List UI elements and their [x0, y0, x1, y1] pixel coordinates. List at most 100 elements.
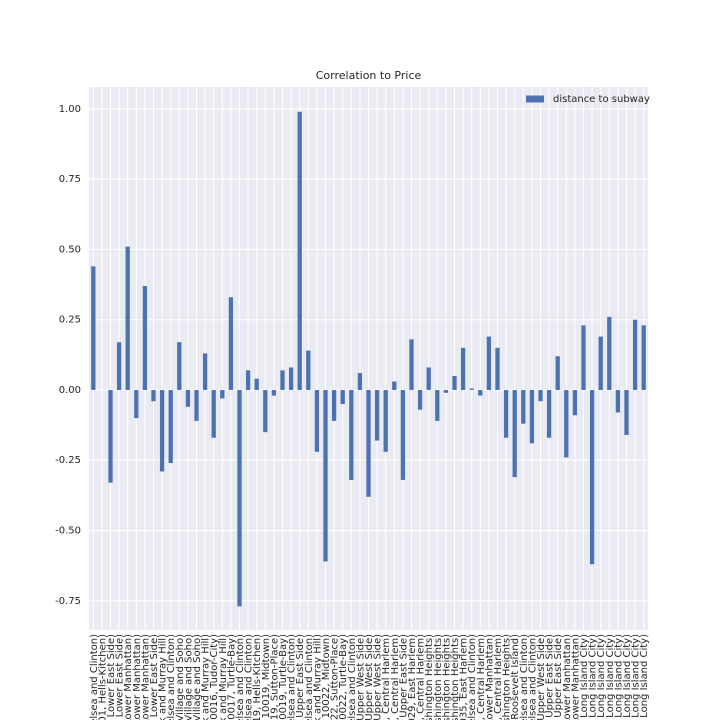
bar [168, 389, 173, 464]
x-tick-label: ashington Heights) [433, 634, 444, 720]
x-tick-label: Village and Soho) [183, 634, 194, 720]
x-tick-label: Long Island City) [639, 634, 650, 718]
bar [512, 389, 517, 478]
x-tick-label: 9, Central Harlem) [493, 634, 504, 720]
bar [426, 367, 431, 390]
bar [409, 339, 414, 390]
x-tick-label: Long Island City) [605, 634, 616, 718]
x-tick-label: rk and Murray Hill) [158, 634, 169, 720]
bar [495, 347, 500, 390]
bar [374, 389, 380, 441]
x-tick-label: Long Island City) [579, 634, 590, 718]
y-tick-label: 1.00 [59, 104, 81, 115]
bar [349, 389, 354, 480]
bar [443, 389, 449, 393]
bar [632, 319, 638, 390]
x-tick-label: Village and Soho) [192, 634, 203, 720]
bar [615, 389, 621, 413]
bar [478, 389, 483, 396]
bar [331, 389, 337, 421]
bar [564, 389, 569, 458]
x-tick-label: Upper East Side) [545, 634, 556, 718]
x-tick-label: rk and Murray Hill) [312, 634, 323, 720]
x-tick-label: Upper East Side) [553, 634, 564, 718]
x-tick-label: 10019, Midtown) [261, 634, 272, 718]
y-tick-label: -0.25 [55, 455, 81, 466]
x-tick-label: ashington Heights) [502, 634, 513, 720]
x-tick-label: Lower East Side) [106, 634, 117, 718]
legend-swatch [526, 95, 544, 103]
bar [366, 389, 371, 497]
x-tick-label: Lower Manhattan) [562, 634, 573, 720]
bar [357, 373, 363, 390]
bar [417, 389, 423, 410]
x-tick-label: Upper West Side) [364, 634, 375, 720]
bar [529, 389, 535, 444]
bar [460, 347, 466, 390]
bar [589, 389, 595, 565]
x-tick-label: Roosevelt Island) [510, 634, 521, 720]
x-tick-label: Upper East Side) [295, 634, 306, 718]
x-tick-label: elsea and Clinton) [347, 634, 358, 720]
x-tick-label: 10022, Midtown) [321, 634, 332, 718]
x-tick-label: Long Island City) [631, 634, 642, 718]
x-tick-label: elsea and Clinton) [304, 634, 315, 720]
x-tick-label: elsea and Clinton) [287, 634, 298, 720]
chart-title: Correlation to Price [316, 69, 422, 82]
bar [142, 285, 148, 390]
y-tick-label: 0.00 [59, 385, 81, 396]
bar [91, 266, 96, 390]
x-tick-label: 10022, Turtle-Bay) [338, 634, 349, 720]
x-tick-label: Long Island City) [622, 634, 633, 718]
x-tick-label: elsea and Clinton) [467, 634, 478, 720]
bar [469, 388, 474, 390]
x-tick-label: Upper West Side) [536, 634, 547, 720]
x-tick-label: 7, Central Harlem) [476, 634, 487, 720]
y-tick-label: -0.75 [55, 596, 81, 607]
x-tick-label: 6, Central Harlem) [381, 634, 392, 720]
x-tick-label: 022, Sutton-Place) [330, 634, 341, 720]
x-tick-label: ashington Heights) [450, 634, 461, 720]
bar [220, 389, 225, 399]
bar [194, 389, 199, 421]
bar [521, 389, 526, 424]
x-tick-label: 019, Hells-Kitchen) [252, 634, 263, 720]
y-tick-label: 0.25 [59, 315, 81, 326]
bar [400, 389, 406, 480]
x-tick-label: Long Island City) [596, 634, 607, 718]
x-tick-label: elsea and Clinton) [527, 634, 538, 720]
bar [452, 375, 457, 390]
bar [392, 381, 397, 390]
x-tick-label: rk and Murray Hill) [218, 634, 229, 720]
x-tick-label: 029, East Harlem) [407, 634, 418, 720]
x-tick-label: Lower Manhattan) [132, 634, 143, 720]
x-tick-label: 10016, Tudor-City) [209, 634, 220, 720]
bar [297, 111, 302, 390]
bar [280, 370, 285, 390]
x-tick-label: ashington Heights) [441, 634, 452, 720]
bar [159, 389, 165, 472]
x-tick-label: Lower Manhattan) [123, 634, 134, 720]
bar [641, 325, 646, 390]
bar [125, 246, 130, 390]
x-tick-label: Upper East Side) [398, 634, 409, 718]
x-tick-label: Long Island City) [588, 634, 599, 718]
x-tick-label: elsea and Clinton) [89, 634, 100, 720]
bar [134, 389, 139, 419]
x-tick-label: Lower Manhattan) [140, 634, 151, 720]
bar [185, 389, 191, 407]
x-tick-label: Upper West Side) [373, 634, 384, 720]
bar [228, 297, 234, 390]
y-tick-label: 0.50 [59, 244, 81, 255]
x-tick-label: 10019, Turtle-Bay) [278, 634, 289, 720]
x-tick-label: Lower East Side) [149, 634, 160, 718]
bar [607, 316, 612, 390]
bar [486, 336, 492, 390]
bar [581, 325, 586, 390]
bar [271, 389, 277, 396]
bar [538, 389, 543, 402]
y-tick-label: -0.50 [55, 526, 81, 537]
bar [435, 389, 440, 421]
x-tick-label: Upper West Side) [355, 634, 366, 720]
